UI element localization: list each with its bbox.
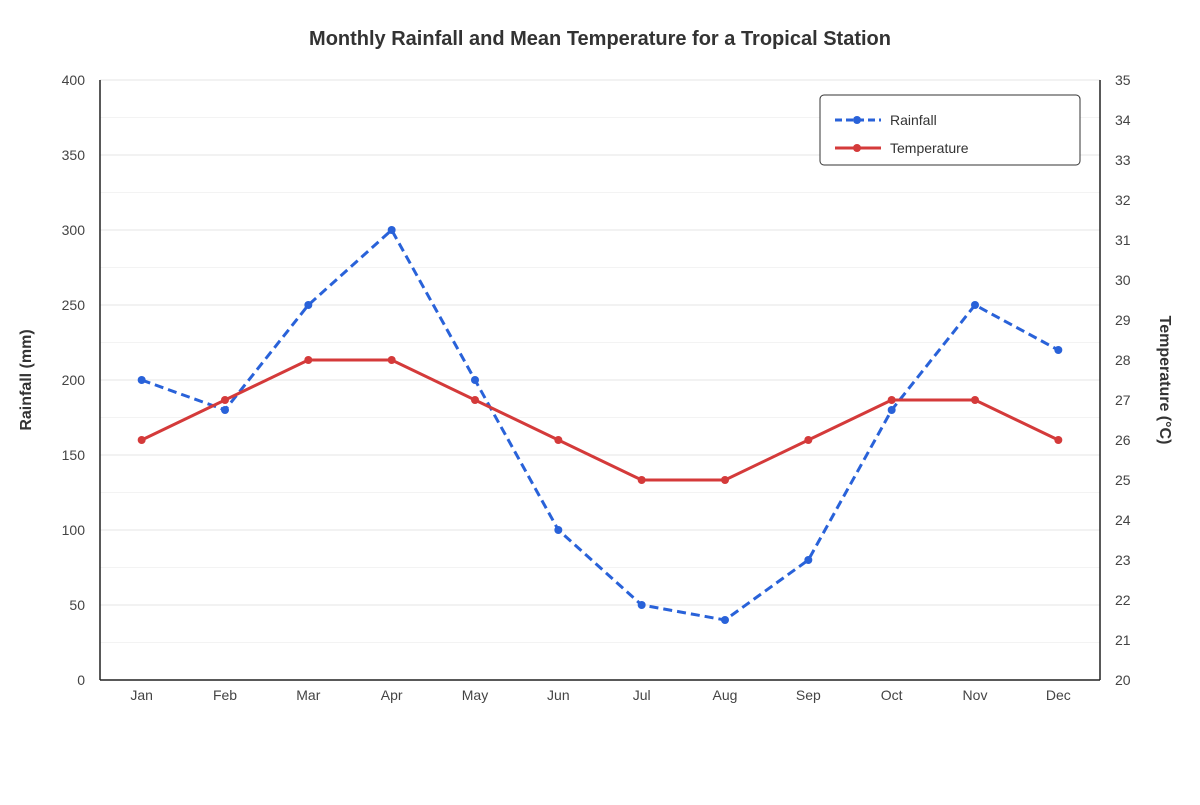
x-axis-tick-label: Sep <box>796 687 821 703</box>
right-axis-ticks: 20 21 22 23 24 25 26 27 28 29 30 31 32 33 34 35 <box>1115 72 1131 688</box>
data-point-temperature <box>471 396 479 404</box>
series-line-temperature <box>141 358 1059 482</box>
x-axis-tick-label: May <box>462 687 488 703</box>
x-axis-tick-label: Jun <box>547 687 570 703</box>
data-point-rainfall <box>1054 346 1063 354</box>
right-axis-tick-label: 32 <box>1115 192 1131 208</box>
data-point-rainfall <box>221 406 229 414</box>
data-point-rainfall <box>137 376 146 384</box>
left-axis-tick-label: 200 <box>62 372 86 388</box>
left-axis-tick-label: 350 <box>62 147 86 163</box>
right-axis-tick-label: 24 <box>1115 512 1131 528</box>
x-axis-tick-label: Nov <box>963 687 988 703</box>
data-point-rainfall <box>637 601 646 609</box>
x-axis-ticks: Jan Feb Mar Apr May Jun Jul Aug Sep Oct Nov Dec <box>130 687 1070 703</box>
right-axis-tick-label: 20 <box>1115 672 1131 688</box>
data-point-temperature <box>221 396 229 404</box>
data-point-temperature <box>721 476 729 484</box>
data-point-rainfall <box>887 406 896 414</box>
legend: Rainfall Temperature <box>819 94 1081 166</box>
right-axis-tick-label: 21 <box>1115 632 1131 648</box>
left-axis-tick-label: 100 <box>62 522 86 538</box>
right-axis-tick-label: 31 <box>1115 232 1131 248</box>
right-axis-tick-label: 27 <box>1115 392 1131 408</box>
right-axis-tick-label: 30 <box>1115 272 1131 288</box>
data-point-temperature <box>387 356 396 364</box>
x-axis-tick-label: Aug <box>713 687 738 703</box>
right-axis-tick-label: 26 <box>1115 432 1131 448</box>
data-point-temperature <box>971 396 979 404</box>
data-point-temperature <box>637 476 646 484</box>
legend-rainfall-label: Rainfall <box>890 112 937 128</box>
left-axis-tick-label: 300 <box>62 222 86 238</box>
data-point-rainfall <box>304 301 313 309</box>
data-point-temperature <box>804 436 813 444</box>
x-axis-tick-label: Apr <box>381 687 403 703</box>
left-axis-tick-label: 50 <box>69 597 85 613</box>
right-axis-tick-label: 29 <box>1115 312 1131 328</box>
chart-title: Monthly Rainfall and Mean Temperature fo… <box>309 28 891 50</box>
right-axis-tick-label: 35 <box>1115 72 1131 88</box>
x-axis-tick-label: Mar <box>296 687 320 703</box>
data-point-rainfall <box>804 556 813 564</box>
data-point-rainfall <box>971 301 979 309</box>
left-axis-title: Rainfall (mm) <box>18 329 35 430</box>
series-layer <box>137 226 1063 624</box>
legend-box <box>819 94 1081 166</box>
data-point-temperature <box>554 436 563 444</box>
right-axis-tick-label: 25 <box>1115 472 1131 488</box>
right-axis-tick-label: 23 <box>1115 552 1131 568</box>
legend-rainfall-marker <box>853 116 861 124</box>
right-axis-tick-label: 28 <box>1115 352 1131 368</box>
right-axis-tick-label: 22 <box>1115 592 1131 608</box>
data-point-rainfall <box>471 376 479 384</box>
data-point-temperature <box>1054 436 1063 444</box>
data-point-rainfall <box>387 226 396 234</box>
left-axis-tick-label: 0 <box>77 672 85 688</box>
x-axis-tick-label: Jul <box>633 687 651 703</box>
grid-lines <box>100 79 1100 681</box>
right-axis-tick-label: 33 <box>1115 152 1131 168</box>
right-axis-tick-label: 34 <box>1115 112 1131 128</box>
left-axis-tick-label: 400 <box>62 72 86 88</box>
x-axis-tick-label: Oct <box>881 687 903 703</box>
data-point-temperature <box>137 436 146 444</box>
x-axis-tick-label: Dec <box>1046 687 1071 703</box>
x-axis-tick-label: Jan <box>130 687 153 703</box>
left-axis-tick-label: 150 <box>62 447 86 463</box>
data-point-rainfall <box>721 616 729 624</box>
data-point-temperature <box>304 356 313 364</box>
series-line-rainfall <box>141 228 1060 622</box>
legend-temperature-label: Temperature <box>890 140 969 156</box>
x-axis-tick-label: Feb <box>213 687 237 703</box>
data-point-rainfall <box>554 526 563 534</box>
left-axis-ticks: 0 50 100 150 200 250 300 350 400 <box>62 72 86 688</box>
legend-temperature-marker <box>853 144 861 152</box>
axes <box>99 80 1101 681</box>
right-axis-title: Temperature (°C) <box>1156 316 1173 445</box>
data-point-temperature <box>887 396 896 404</box>
left-axis-tick-label: 250 <box>62 297 86 313</box>
